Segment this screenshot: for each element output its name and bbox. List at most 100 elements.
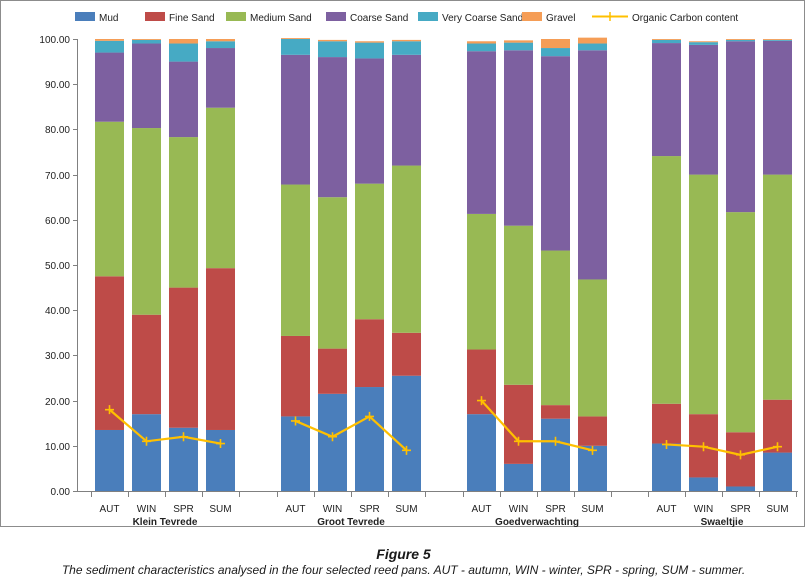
bar-3-aut-s3 bbox=[467, 213, 496, 350]
bar-1-sum-s3 bbox=[206, 107, 235, 269]
bar-4-spr-s2 bbox=[726, 432, 755, 487]
bar-2-sum-s4 bbox=[392, 54, 421, 166]
legend-label-2: Fine Sand bbox=[169, 13, 215, 24]
legend-swatch-4 bbox=[326, 12, 346, 21]
oc-line-group-3 bbox=[480, 399, 593, 452]
bar-3-spr-s1 bbox=[541, 418, 570, 491]
oc-point-2-win bbox=[328, 432, 337, 442]
bar-3-aut-s4 bbox=[467, 51, 496, 214]
chart-frame: Mud Fine Sand Medium Sand Coarse Sand Very C… bbox=[0, 0, 805, 528]
bar-4-win-s4 bbox=[689, 44, 718, 175]
x-label-4-aut: AUT bbox=[657, 504, 677, 515]
y-tick-label-3: 30.00 bbox=[45, 351, 70, 362]
legend-label-5: Very Coarse Sand bbox=[442, 13, 523, 24]
bar-3-spr-s5 bbox=[541, 48, 570, 57]
oc-point-3-aut bbox=[477, 396, 486, 406]
y-tick-label-8: 80.00 bbox=[45, 125, 70, 136]
bar-4-spr-s4 bbox=[726, 41, 755, 213]
oc-point-1-win bbox=[142, 436, 151, 446]
legend-label-4: Coarse Sand bbox=[350, 13, 408, 24]
bar-4-win-s5 bbox=[689, 42, 718, 45]
x-label-2-aut: AUT bbox=[286, 504, 306, 515]
oc-point-2-sum bbox=[402, 445, 411, 455]
bar-4-spr-s5 bbox=[726, 39, 755, 42]
bar-1-spr-s2 bbox=[169, 287, 198, 428]
x-label-3-sum: SUM bbox=[581, 504, 603, 515]
bar-1-aut-s6 bbox=[95, 39, 124, 41]
bar-4-win-s3 bbox=[689, 174, 718, 415]
y-tick-label-5: 50.00 bbox=[45, 261, 70, 272]
legend-swatch-1 bbox=[75, 12, 95, 21]
oc-point-4-aut bbox=[662, 439, 671, 449]
y-tick-label-4: 40.00 bbox=[45, 306, 70, 317]
bar-4-win-s6 bbox=[689, 41, 718, 43]
bar-2-win-s4 bbox=[318, 57, 347, 198]
y-tick-label-10: 100.00 bbox=[39, 35, 70, 46]
oc-point-2-spr bbox=[365, 411, 374, 421]
bar-4-spr-s6 bbox=[726, 39, 755, 40]
legend-label-1: Mud bbox=[99, 13, 118, 24]
bar-4-win-s1 bbox=[689, 477, 718, 491]
bar-1-win-s5 bbox=[132, 39, 161, 44]
bar-2-sum-s2 bbox=[392, 332, 421, 376]
bar-3-sum-s2 bbox=[578, 416, 607, 446]
stacked-bar-chart: Mud Fine Sand Medium Sand Coarse Sand Very C… bbox=[39, 12, 798, 528]
oc-point-4-sum bbox=[773, 442, 782, 452]
x-label-4-win: WIN bbox=[694, 504, 713, 515]
bar-1-sum-s6 bbox=[206, 39, 235, 42]
bar-1-aut-s5 bbox=[95, 40, 124, 53]
group-label-1: Klein Tevrede bbox=[133, 517, 198, 528]
bar-3-win-s6 bbox=[504, 40, 533, 43]
bar-3-spr-s3 bbox=[541, 250, 570, 406]
bars bbox=[95, 37, 792, 491]
oc-point-4-spr bbox=[736, 450, 745, 460]
bar-4-sum-s3 bbox=[763, 174, 792, 400]
x-label-2-win: WIN bbox=[323, 504, 342, 515]
bar-2-win-s6 bbox=[318, 39, 347, 42]
bar-3-win-s1 bbox=[504, 463, 533, 491]
oc-point-1-aut bbox=[105, 405, 114, 415]
x-label-3-spr: SPR bbox=[545, 504, 566, 515]
bar-1-win-s3 bbox=[132, 128, 161, 315]
bar-3-win-s5 bbox=[504, 42, 533, 51]
y-tick-label-1: 10.00 bbox=[45, 442, 70, 453]
bar-3-win-s4 bbox=[504, 50, 533, 226]
bar-2-sum-s6 bbox=[392, 39, 421, 42]
legend-swatch-3 bbox=[226, 12, 246, 21]
bar-4-aut-s3 bbox=[652, 156, 681, 404]
oc-point-3-sum bbox=[588, 445, 597, 455]
bar-1-aut-s4 bbox=[95, 52, 124, 122]
bar-1-win-s4 bbox=[132, 43, 161, 129]
y-tick-label-0: 0.00 bbox=[51, 487, 71, 498]
bar-4-sum-s6 bbox=[763, 39, 792, 40]
legend-line-marker bbox=[605, 12, 615, 21]
bar-3-sum-s5 bbox=[578, 43, 607, 51]
legend-label-6: Gravel bbox=[546, 13, 575, 24]
group-label-4: Swaeltjie bbox=[701, 517, 744, 528]
bar-2-win-s1 bbox=[318, 393, 347, 491]
oc-line-group-2 bbox=[295, 415, 408, 452]
bar-4-spr-s3 bbox=[726, 212, 755, 433]
group-label-2: Groot Tevrede bbox=[317, 517, 385, 528]
bar-1-spr-s5 bbox=[169, 43, 198, 62]
oc-point-4-win bbox=[699, 442, 708, 452]
bar-1-spr-s6 bbox=[169, 39, 198, 44]
bar-2-spr-s1 bbox=[355, 387, 384, 491]
bar-2-aut-s5 bbox=[281, 39, 310, 55]
legend-swatch-5 bbox=[418, 12, 438, 21]
bar-2-aut-s4 bbox=[281, 54, 310, 185]
bar-3-sum-s6 bbox=[578, 37, 607, 44]
legend-label-oc: Organic Carbon content bbox=[632, 13, 738, 24]
x-label-4-spr: SPR bbox=[730, 504, 751, 515]
bar-2-spr-s4 bbox=[355, 58, 384, 184]
bar-3-sum-s3 bbox=[578, 279, 607, 417]
bar-4-sum-s1 bbox=[763, 452, 792, 491]
oc-point-3-win bbox=[514, 436, 523, 446]
bar-2-spr-s3 bbox=[355, 183, 384, 320]
bar-1-win-s6 bbox=[132, 39, 161, 40]
x-label-4-sum: SUM bbox=[766, 504, 788, 515]
bar-3-spr-s4 bbox=[541, 56, 570, 251]
x-axis: AUT WIN SPR SUM Klein Tevrede AUT WIN SPR SUM Gro… bbox=[77, 491, 798, 528]
bar-1-aut-s1 bbox=[95, 429, 124, 491]
bar-1-spr-s3 bbox=[169, 137, 198, 288]
